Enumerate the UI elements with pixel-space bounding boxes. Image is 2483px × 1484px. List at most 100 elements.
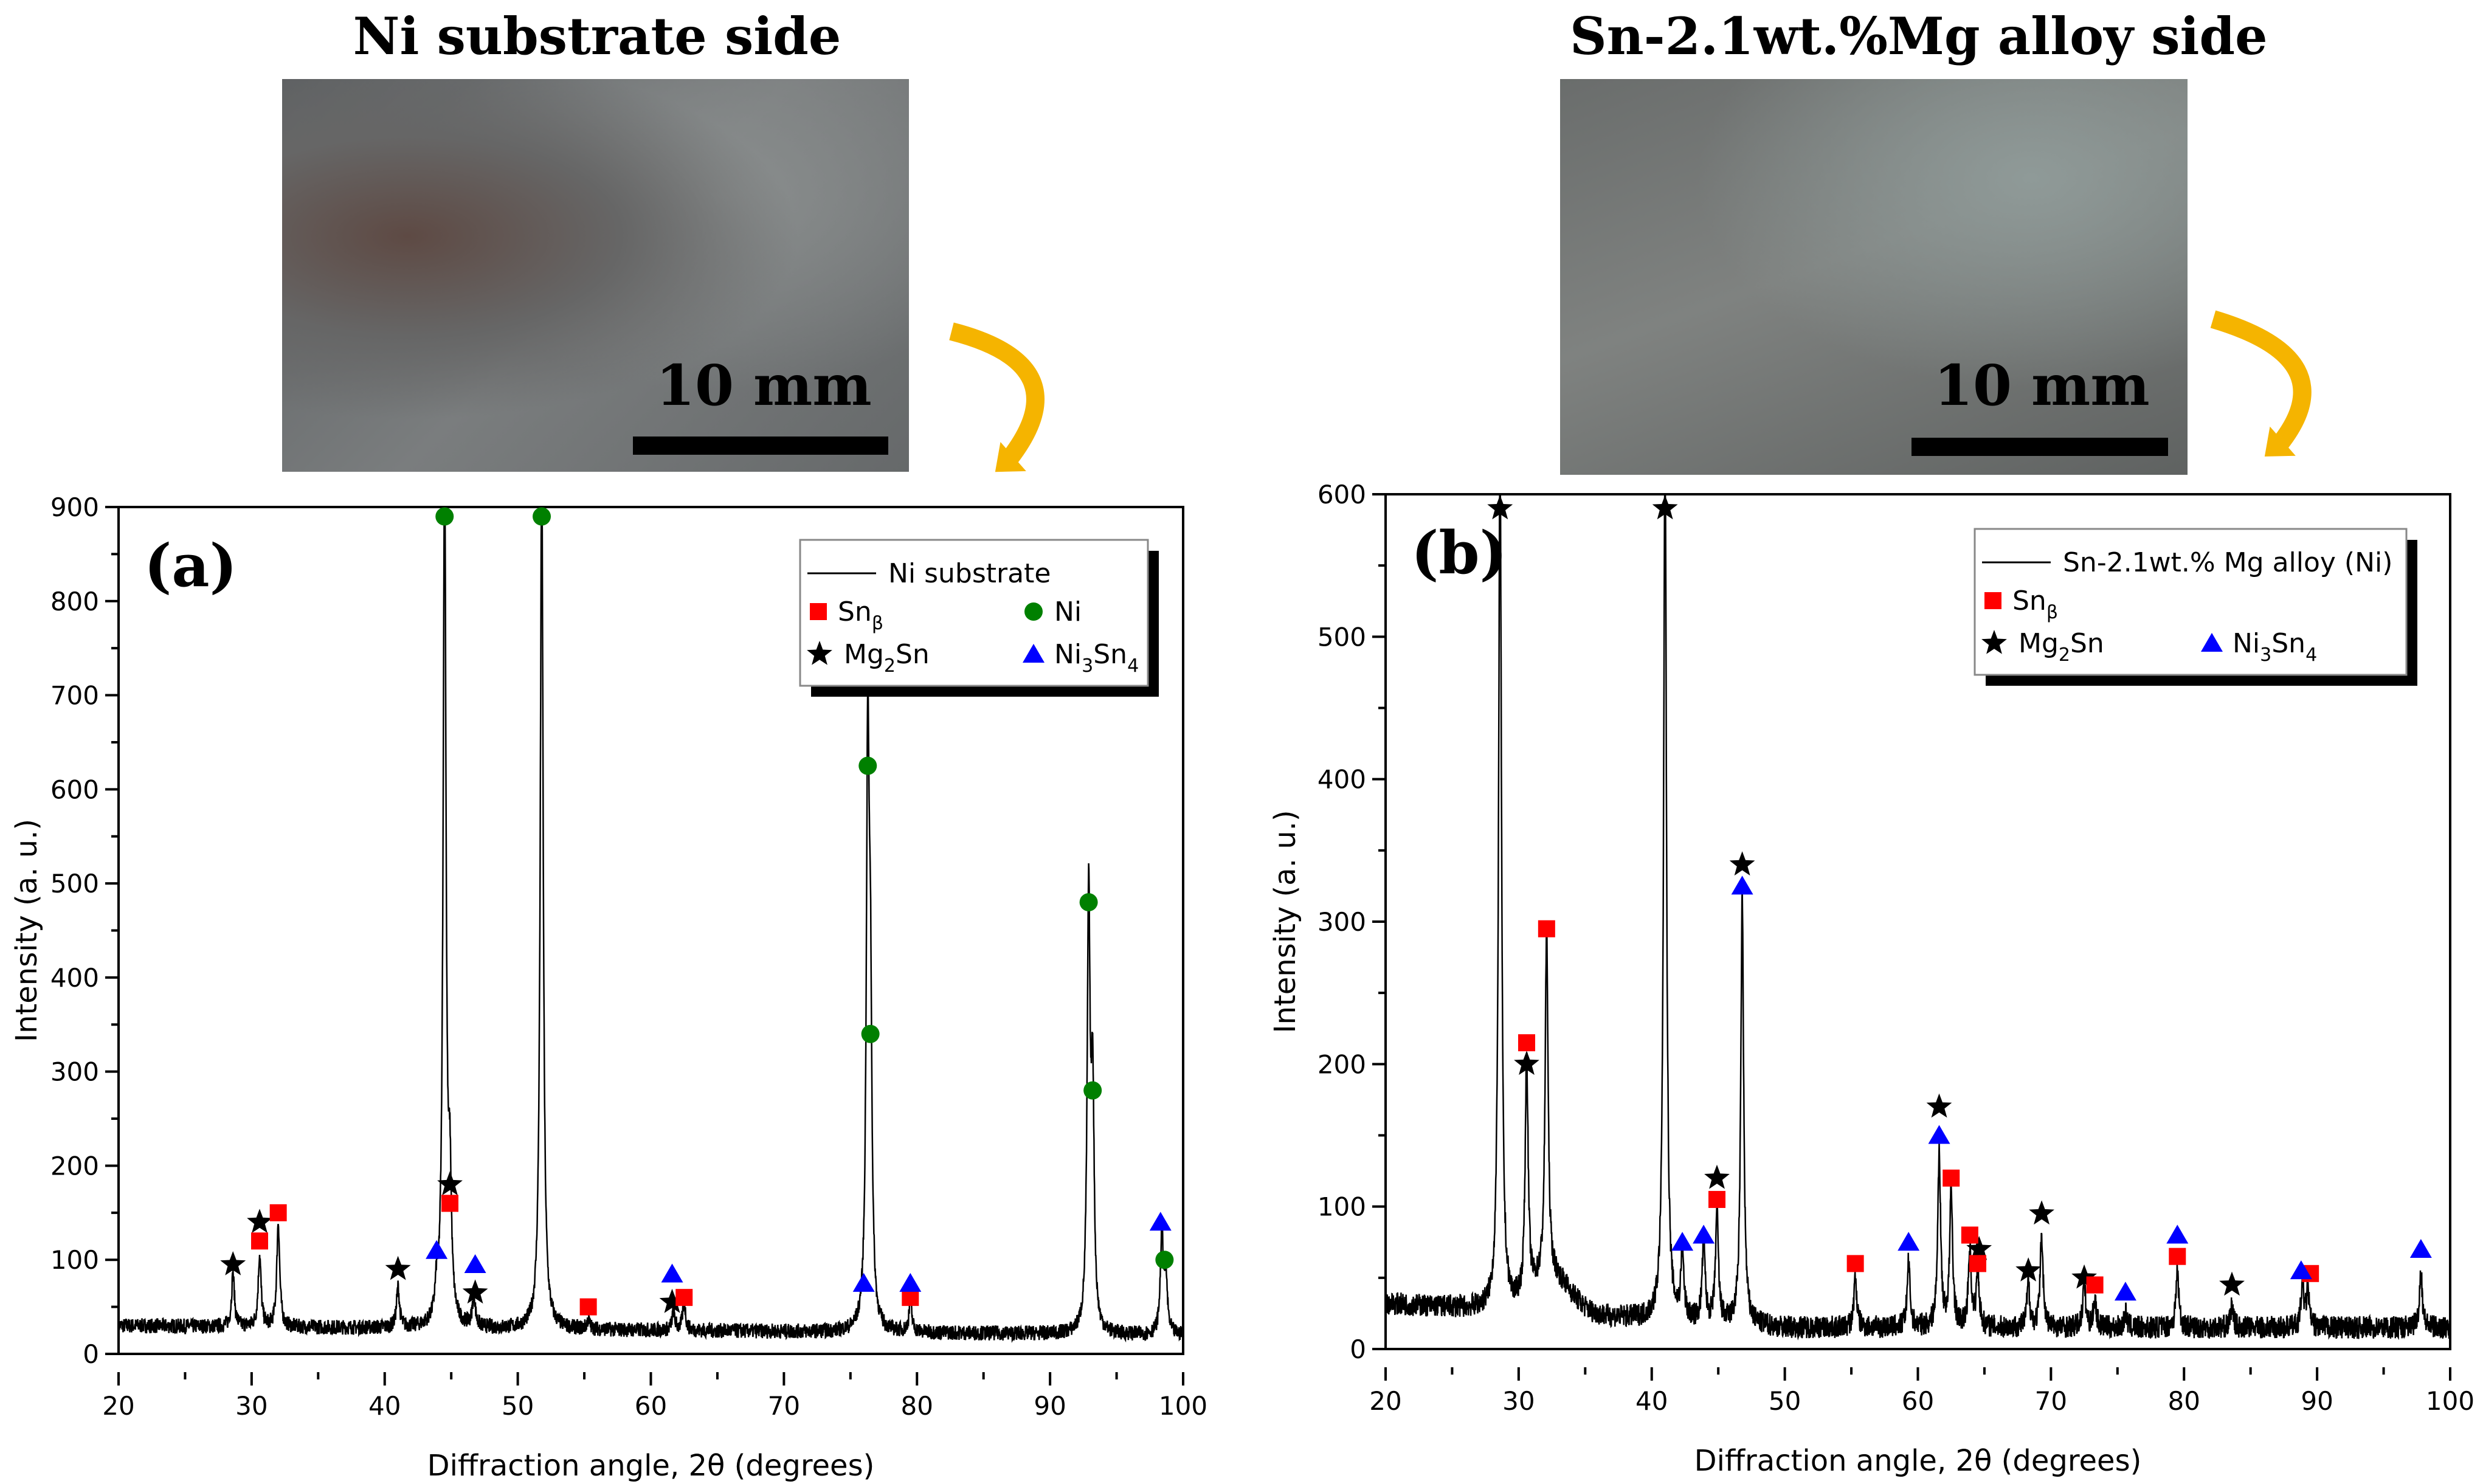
mg2sn-star-marker [1926,1093,1952,1118]
x-axis-title: Diffraction angle, 2θ (degrees) [1694,1444,2142,1478]
mg2sn-star-marker [1487,495,1513,520]
sn-beta-square-marker [251,1232,269,1250]
mg2sn-star-marker [385,1255,411,1280]
ni-circle-marker [435,507,454,526]
ni3sn4-triangle-marker [2409,1238,2432,1258]
ni-circle-marker [1155,1251,1174,1269]
sn-beta-square-marker [675,1289,693,1306]
y-tick-label: 300 [1317,907,1366,937]
y-tick-label: 500 [1317,622,1366,652]
y-tick-label: 300 [50,1057,99,1087]
legend-mg2sn-label: Mg2Sn [2019,628,2104,666]
y-tick-label: 200 [1317,1049,1366,1079]
photo-alloy-side: 10 mm [1560,79,2188,475]
legend-box [1974,528,2408,676]
mg2sn-star-marker [1981,630,2007,654]
x-tick-label: 100 [1159,1391,1207,1421]
mg2sn-star-marker [1729,851,1755,876]
ni3sn4-triangle-marker [1693,1224,1715,1244]
ni-circle-marker [1079,893,1098,912]
y-tick-label: 400 [50,963,99,993]
sn-beta-square-marker [1708,1190,1725,1208]
mg2sn-star-marker [1704,1164,1730,1189]
ni3sn4-triangle-marker [464,1254,486,1273]
ni3sn4-triangle-marker [899,1272,922,1292]
mg2sn-star-marker [462,1279,488,1304]
y-tick-label: 400 [1317,765,1366,795]
x-axis-title: Diffraction angle, 2θ (degrees) [427,1449,875,1483]
x-tick-label: 20 [1369,1386,1401,1416]
y-tick-label: 600 [50,775,99,804]
y-axis-title: Intensity (a. u.) [10,819,44,1042]
y-axis-title: Intensity (a. u.) [1268,810,1302,1033]
ni3sn4-triangle-marker [2166,1224,2189,1244]
title-right: Sn-2.1wt.%Mg alloy side [1570,6,2268,66]
legend-series-label: Ni substrate [888,558,1051,589]
sn-beta-square-marker [810,603,827,620]
title-left: Ni substrate side [353,6,841,66]
x-tick-label: 30 [235,1391,268,1421]
panel-label: (b) [1411,519,1507,587]
x-tick-label: 40 [1635,1386,1668,1416]
xrd-spectrum-line [117,506,1184,1344]
mg2sn-star-marker [807,641,832,665]
ni3sn4-triangle-marker [1731,875,1753,895]
ni-circle-marker [1024,602,1043,621]
sn-beta-square-marker [1538,920,1555,937]
scale-bar [1911,438,2168,456]
ni3sn4-triangle-marker [1928,1125,1950,1144]
x-tick-label: 50 [502,1391,534,1421]
y-tick-label: 0 [1350,1334,1366,1364]
arrowhead-icon [995,441,1026,472]
x-tick-label: 40 [368,1391,401,1421]
ni3sn4-triangle-marker [1898,1232,1920,1251]
sn-beta-square-marker [579,1298,597,1316]
x-tick-label: 90 [2301,1386,2333,1416]
mg2sn-star-marker [1652,495,1678,520]
x-tick-label: 70 [768,1391,800,1421]
x-tick-label: 70 [2035,1386,2067,1416]
mg2sn-star-marker [2029,1200,2054,1225]
mg2sn-star-marker [2015,1257,2042,1282]
y-tick-label: 200 [50,1151,99,1181]
sn-beta-square-marker [2086,1276,2104,1294]
ni-circle-marker [858,756,877,775]
scale-bar-label: 10 mm [656,353,872,418]
x-tick-label: 80 [2168,1386,2200,1416]
sn-beta-square-marker [1943,1169,1960,1187]
mg2sn-star-marker [2071,1264,2097,1289]
sn-beta-square-marker [1961,1226,1978,1244]
sn-beta-square-marker [1984,592,2001,609]
y-tick-label: 100 [1317,1192,1366,1222]
mg2sn-star-marker [247,1209,272,1234]
ni-circle-marker [861,1024,880,1043]
legend-box [799,539,1149,687]
y-tick-label: 600 [1317,480,1366,509]
sn-beta-square-marker [2169,1248,2186,1265]
y-tick-label: 800 [50,587,99,616]
ni3sn4-triangle-marker [1671,1232,1694,1251]
sn-beta-square-marker [1969,1255,1986,1272]
ni3sn4-triangle-marker [2290,1260,2312,1280]
mg2sn-star-marker [220,1251,246,1275]
photo-ni-substrate-side: 10 mm [282,79,909,472]
sn-beta-square-marker [269,1204,287,1221]
legend-series-label: Sn-2.1wt.% Mg alloy (Ni) [2063,547,2392,578]
legend-sn-beta-label: Snβ [838,596,883,634]
x-tick-label: 20 [102,1391,134,1421]
arrowhead-icon [2264,426,2296,457]
y-tick-label: 500 [50,869,99,899]
scale-bar-label: 10 mm [1934,353,2150,418]
ni3sn4-triangle-marker [1023,644,1045,663]
mg2sn-star-marker [1966,1236,1992,1260]
sn-beta-square-marker [441,1195,458,1212]
ni3sn4-triangle-marker [2114,1282,2136,1301]
x-tick-label: 80 [901,1391,933,1421]
xrd-spectrum-line [1384,493,2451,1341]
y-tick-label: 700 [50,681,99,711]
panel-label: (a) [144,531,237,600]
y-tick-label: 100 [50,1245,99,1275]
y-tick-label: 0 [83,1339,99,1369]
sn-beta-square-marker [1518,1034,1536,1052]
x-tick-label: 50 [1769,1386,1801,1416]
